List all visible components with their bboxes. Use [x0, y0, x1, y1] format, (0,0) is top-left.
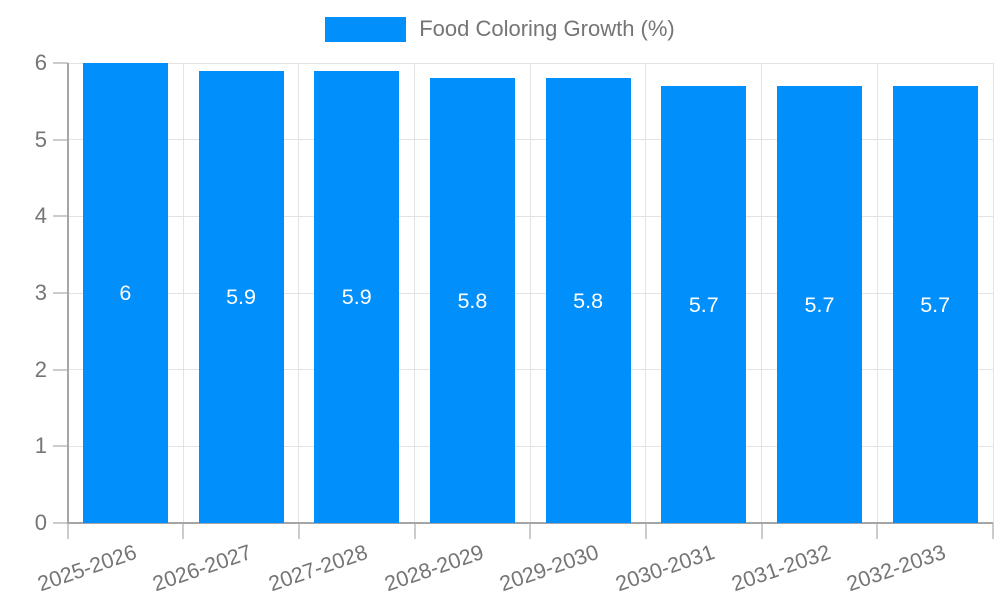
x-axis-tick-label: 2032-2033: [843, 540, 949, 597]
bar-value-label: 5.9: [341, 284, 372, 309]
x-axis-tick-label: 2029-2030: [496, 540, 602, 597]
x-axis-tick: [297, 523, 300, 539]
y-axis-tick: [52, 368, 68, 371]
gridline-vertical: [414, 63, 416, 523]
y-axis-tick: [52, 138, 68, 141]
y-axis-tick: [52, 522, 68, 524]
legend: Food Coloring Growth (%): [0, 16, 1000, 42]
gridline-vertical: [876, 63, 878, 523]
y-axis-tick: [52, 445, 68, 448]
bar[interactable]: [892, 86, 978, 523]
y-axis-tick-label: 0: [34, 510, 47, 535]
legend-item-food-coloring-growth[interactable]: Food Coloring Growth (%): [325, 16, 675, 42]
x-axis-tick: [413, 523, 416, 539]
x-axis-tick-label: 2027-2028: [265, 540, 371, 597]
x-axis-line: [66, 522, 993, 524]
bar-value-label: 5.7: [804, 292, 835, 317]
y-axis-line: [66, 63, 69, 523]
y-axis-tick-label: 4: [34, 203, 47, 229]
gridline-vertical: [298, 63, 300, 523]
bar[interactable]: [776, 86, 862, 523]
gridline-vertical: [761, 63, 763, 523]
gridline-vertical: [992, 63, 994, 523]
legend-swatch-icon: [325, 16, 407, 42]
gridline-vertical: [529, 63, 531, 523]
y-axis-tick: [52, 292, 68, 294]
x-axis-tick: [992, 523, 994, 539]
y-axis-tick-label: 3: [34, 280, 47, 305]
x-axis-tick: [760, 523, 763, 539]
bar[interactable]: [198, 70, 284, 523]
bar-value-label: 5.9: [226, 284, 256, 309]
bar-value-label: 6: [119, 281, 132, 305]
bar[interactable]: [314, 70, 400, 523]
x-axis-tick-label: 2031-2032: [728, 540, 834, 597]
bar[interactable]: [545, 78, 631, 523]
gridline-vertical: [182, 63, 184, 523]
x-axis-tick: [66, 523, 69, 539]
x-axis-tick-label: 2026-2027: [149, 540, 255, 597]
x-axis-tick: [182, 523, 185, 539]
bar[interactable]: [661, 86, 747, 523]
x-axis-tick: [876, 523, 879, 539]
bar-value-label: 5.8: [457, 288, 488, 313]
y-axis-tick: [52, 215, 68, 218]
x-axis-tick: [529, 523, 532, 539]
bar-value-label: 5.8: [573, 288, 604, 313]
bar[interactable]: [82, 63, 168, 523]
x-axis-tick: [644, 523, 647, 539]
bar-value-label: 5.7: [688, 292, 719, 317]
y-axis-tick-label: 1: [34, 433, 47, 459]
bar-value-label: 5.7: [920, 292, 951, 317]
x-axis-tick-label: 2030-2031: [612, 540, 718, 597]
bar[interactable]: [429, 78, 515, 523]
gridline-vertical: [645, 63, 647, 523]
y-axis-tick-label: 2: [34, 356, 47, 382]
x-axis-tick-label: 2028-2029: [381, 540, 487, 597]
legend-label: Food Coloring Growth (%): [419, 16, 675, 41]
x-axis-tick-label: 2025-2026: [34, 540, 140, 597]
y-axis-tick-label: 5: [34, 126, 47, 152]
y-axis-tick-label: 6: [34, 50, 47, 75]
y-axis-tick: [52, 62, 68, 64]
